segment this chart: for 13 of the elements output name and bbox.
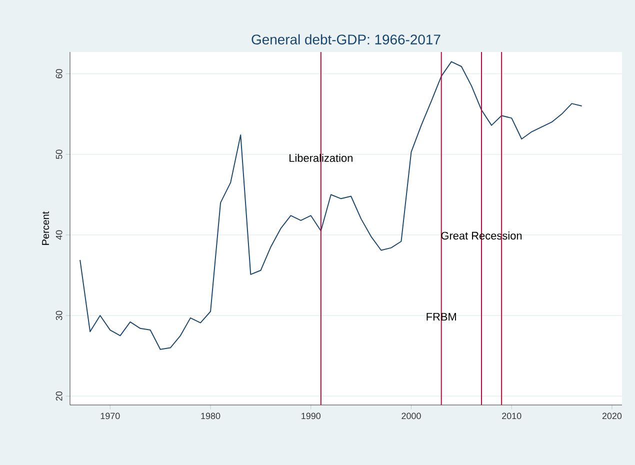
y-tick-label: 40 — [56, 230, 62, 240]
x-tick-label: 1970 — [100, 412, 120, 420]
chart-title: General debt-GDP: 1966-2017 — [252, 34, 440, 44]
y-tick-label: 50 — [56, 150, 62, 159]
y-tick-label: 60 — [56, 69, 62, 78]
x-tick-label: 2020 — [602, 412, 622, 420]
x-tick-label: 2010 — [502, 412, 522, 420]
x-tick-label: 1990 — [302, 412, 320, 420]
x-tick-label: 2000 — [402, 412, 421, 420]
y-tick-label: 20 — [56, 391, 62, 401]
x-tick-label: 1980 — [201, 412, 220, 420]
y-tick-label: 30 — [56, 310, 62, 320]
y-axis-title: Percent — [42, 211, 50, 245]
